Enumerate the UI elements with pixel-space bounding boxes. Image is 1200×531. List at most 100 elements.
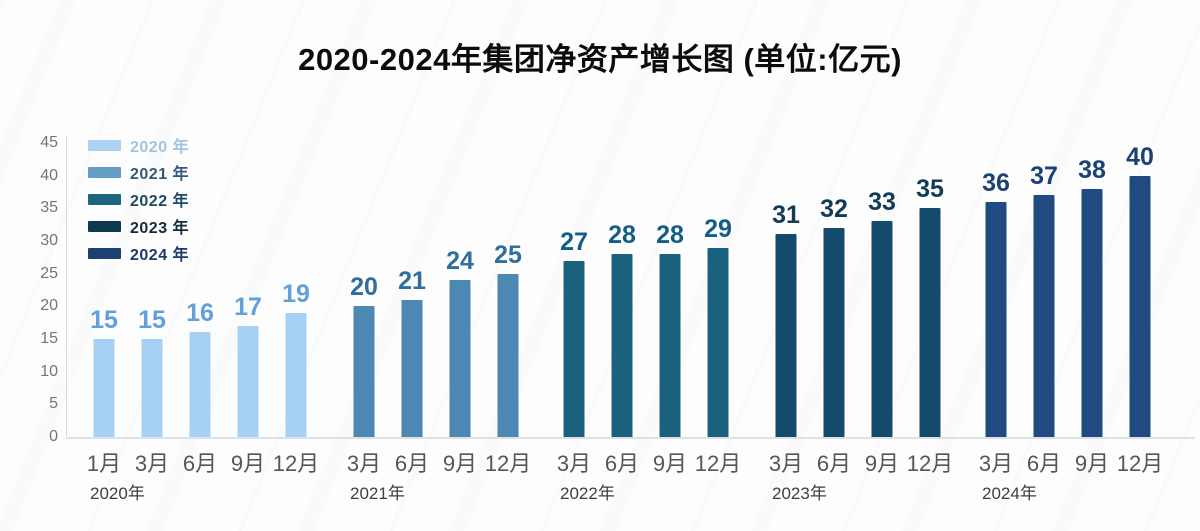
legend-label: 2023 年 bbox=[130, 220, 190, 237]
bar bbox=[353, 306, 375, 437]
bar-value-label: 27 bbox=[560, 227, 588, 256]
bar-cell: 37 6月 bbox=[1020, 0, 1068, 531]
legend-item: 2022 年 bbox=[88, 191, 189, 210]
bar-group-2022年: 27 3月 28 6月 28 9月 29 12月 2022年 bbox=[550, 0, 742, 531]
x-axis-month-label: 9月 bbox=[442, 451, 478, 476]
x-axis-month-label: 6月 bbox=[604, 451, 640, 476]
x-axis-month-label: 3月 bbox=[768, 451, 804, 476]
bar-value-label: 35 bbox=[916, 175, 944, 204]
legend-item: 2024 年 bbox=[88, 245, 189, 264]
bar-value-label: 31 bbox=[772, 201, 800, 230]
bar-group-2024年: 36 3月 37 6月 38 9月 40 12月 2024年 bbox=[972, 0, 1164, 531]
y-tick-label: 30 bbox=[40, 232, 58, 249]
bar bbox=[285, 312, 307, 437]
bar-cell: 28 9月 bbox=[646, 0, 694, 531]
x-axis-year-label: 2024年 bbox=[982, 484, 1037, 503]
x-axis-month-label: 12月 bbox=[272, 451, 320, 476]
legend-color-swatch bbox=[88, 166, 121, 178]
bar bbox=[1129, 175, 1151, 437]
bar-cell: 25 12月 bbox=[484, 0, 532, 531]
x-axis-year-label: 2022年 bbox=[560, 484, 615, 503]
bar bbox=[189, 332, 211, 437]
bar-group-2023年: 31 3月 32 6月 33 9月 35 12月 2023年 bbox=[762, 0, 954, 531]
x-axis-month-label: 12月 bbox=[1116, 451, 1164, 476]
bar-cell: 29 12月 bbox=[694, 0, 742, 531]
legend-label: 2024 年 bbox=[130, 247, 190, 264]
bar bbox=[563, 260, 585, 437]
x-axis-month-label: 6月 bbox=[816, 451, 852, 476]
x-axis-year-label: 2023年 bbox=[772, 484, 827, 503]
x-axis-month-label: 9月 bbox=[864, 451, 900, 476]
legend-item: 2020 年 bbox=[88, 137, 189, 156]
x-axis-month-label: 9月 bbox=[230, 451, 266, 476]
x-axis-month-label: 12月 bbox=[906, 451, 954, 476]
bar-value-label: 25 bbox=[494, 240, 522, 269]
bar bbox=[497, 273, 519, 437]
x-axis-month-label: 3月 bbox=[134, 451, 170, 476]
bar-value-label: 28 bbox=[656, 221, 684, 250]
bar-cell: 35 12月 bbox=[906, 0, 954, 531]
bar bbox=[141, 339, 163, 437]
legend-label: 2022 年 bbox=[130, 193, 190, 210]
bar-value-label: 20 bbox=[350, 273, 378, 302]
x-axis-month-label: 6月 bbox=[1026, 451, 1062, 476]
x-axis-month-label: 3月 bbox=[556, 451, 592, 476]
y-tick-label: 45 bbox=[40, 134, 58, 151]
x-axis-month-label: 6月 bbox=[394, 451, 430, 476]
bar-cell: 36 3月 bbox=[972, 0, 1020, 531]
bar bbox=[401, 299, 423, 437]
bar-cell: 19 12月 bbox=[272, 0, 320, 531]
bar-value-label: 17 bbox=[234, 292, 262, 321]
bar-value-label: 33 bbox=[868, 188, 896, 217]
legend-color-swatch bbox=[88, 247, 121, 259]
y-axis-line bbox=[66, 136, 67, 437]
bar-cell: 21 6月 bbox=[388, 0, 436, 531]
bar-value-label: 36 bbox=[982, 168, 1010, 197]
bar-value-label: 19 bbox=[282, 279, 310, 308]
bar-cell: 38 9月 bbox=[1068, 0, 1116, 531]
bar-cell: 27 3月 bbox=[550, 0, 598, 531]
bar-cell: 40 12月 bbox=[1116, 0, 1164, 531]
x-axis-month-label: 3月 bbox=[978, 451, 1014, 476]
bar-value-label: 38 bbox=[1078, 155, 1106, 184]
x-axis-month-label: 9月 bbox=[652, 451, 688, 476]
bar-group-2021年: 20 3月 21 6月 24 9月 25 12月 2021年 bbox=[340, 0, 532, 531]
chart-title: 2020-2024年集团净资产增长图 (单位:亿元) bbox=[298, 42, 902, 77]
bar-cell: 31 3月 bbox=[762, 0, 810, 531]
y-tick-label: 0 bbox=[49, 428, 58, 445]
bar bbox=[237, 325, 259, 437]
bar-cell: 17 9月 bbox=[224, 0, 272, 531]
bar-cell: 15 1月 bbox=[80, 0, 128, 531]
legend-color-swatch bbox=[88, 193, 121, 205]
y-tick-label: 25 bbox=[40, 264, 58, 282]
bar bbox=[449, 280, 471, 437]
bar bbox=[871, 221, 893, 437]
chart-legend: 2020 年 2021 年 2022 年 2023 年 2024 年 bbox=[88, 137, 189, 272]
x-axis-year-label: 2020年 bbox=[90, 484, 145, 503]
bar-group-2020年: 15 1月 15 3月 16 6月 17 9月 19 12月 2020年 bbox=[80, 0, 320, 531]
legend-label: 2020 年 bbox=[130, 139, 190, 156]
bar bbox=[1033, 195, 1055, 437]
bar bbox=[659, 254, 681, 437]
x-axis-year-label: 2021年 bbox=[350, 484, 405, 503]
y-tick-label: 15 bbox=[40, 330, 58, 347]
y-tick-label: 20 bbox=[40, 297, 58, 315]
y-tick-label: 10 bbox=[40, 362, 58, 380]
x-axis-month-label: 9月 bbox=[1074, 451, 1110, 476]
x-axis-month-label: 3月 bbox=[346, 451, 382, 476]
legend-color-swatch bbox=[88, 139, 121, 151]
bar-cell: 28 6月 bbox=[598, 0, 646, 531]
legend-color-swatch bbox=[88, 220, 121, 232]
y-tick-label: 5 bbox=[49, 395, 58, 413]
bar-cell: 20 3月 bbox=[340, 0, 388, 531]
bar-cell: 16 6月 bbox=[176, 0, 224, 531]
legend-item: 2023 年 bbox=[88, 218, 189, 237]
x-axis-month-label: 6月 bbox=[182, 451, 218, 476]
bar-value-label: 37 bbox=[1030, 162, 1058, 191]
bar-value-label: 29 bbox=[704, 214, 732, 243]
bar bbox=[919, 208, 941, 437]
y-tick-label: 40 bbox=[40, 166, 58, 184]
bar bbox=[985, 201, 1007, 437]
